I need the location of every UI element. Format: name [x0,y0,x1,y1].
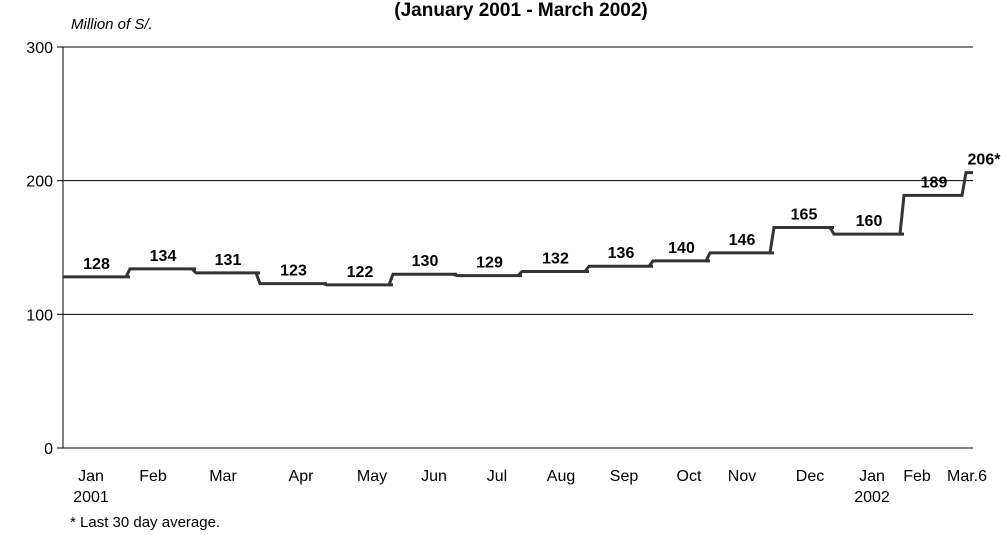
data-label: 128 [83,256,110,273]
y-tick-labels: 0 100 200 300 [26,40,53,458]
x-tick-label: Jan [859,468,885,485]
x-tick-label: Jul [487,468,507,485]
y-tick-label: 300 [26,40,53,57]
series-step-line [63,171,973,287]
x-tick-label: Oct [677,468,702,485]
data-label: 131 [215,252,242,269]
x-tick-label: Apr [289,468,315,485]
x-tick-label: Jan [78,468,104,485]
x-tick-label: Jun [421,468,447,485]
data-label: 136 [608,245,635,262]
data-label: 123 [280,263,307,280]
series-line [63,171,973,287]
data-label: 122 [347,264,374,281]
y-tick-label: 100 [26,307,53,324]
x-tick-label: Mar [209,468,237,485]
data-label: 140 [668,240,695,257]
x-tick-labels: Jan 2001 Feb Mar Apr May Jun Jul Aug Sep Oct Nov Dec… [73,468,987,506]
axes [57,46,973,449]
data-label: 130 [412,253,439,270]
x-tick-label-year: 2001 [73,489,109,506]
x-tick-label: Feb [139,468,167,485]
data-labels: 128 134 131 123 122 130 129 132 136 140 146 165 160 1… [83,152,1001,281]
x-tick-label: Aug [547,468,575,485]
data-label: 132 [542,251,569,268]
data-label: 134 [150,248,177,265]
x-tick-label: Nov [728,468,756,485]
chart-title: (January 2001 - March 2002) [394,0,647,21]
y-axis-unit-label: Million of S/. [71,16,153,33]
x-tick-label: Sep [610,468,639,485]
x-tick-label: Feb [903,468,931,485]
x-tick-label: Dec [796,468,824,485]
y-tick-label: 0 [44,441,53,458]
footnote: * Last 30 day average. [70,514,220,531]
data-label: 206* [968,152,1001,169]
x-tick-label-year: 2002 [854,489,890,506]
data-label: 160 [856,213,883,230]
gridlines [63,46,973,315]
y-tick-label: 200 [26,174,53,191]
x-tick-label: Mar.6 [947,468,987,485]
x-tick-label: May [357,468,387,485]
data-label: 129 [476,255,503,272]
data-label: 146 [729,232,756,249]
data-label: 165 [791,206,818,223]
data-label: 189 [921,174,948,191]
